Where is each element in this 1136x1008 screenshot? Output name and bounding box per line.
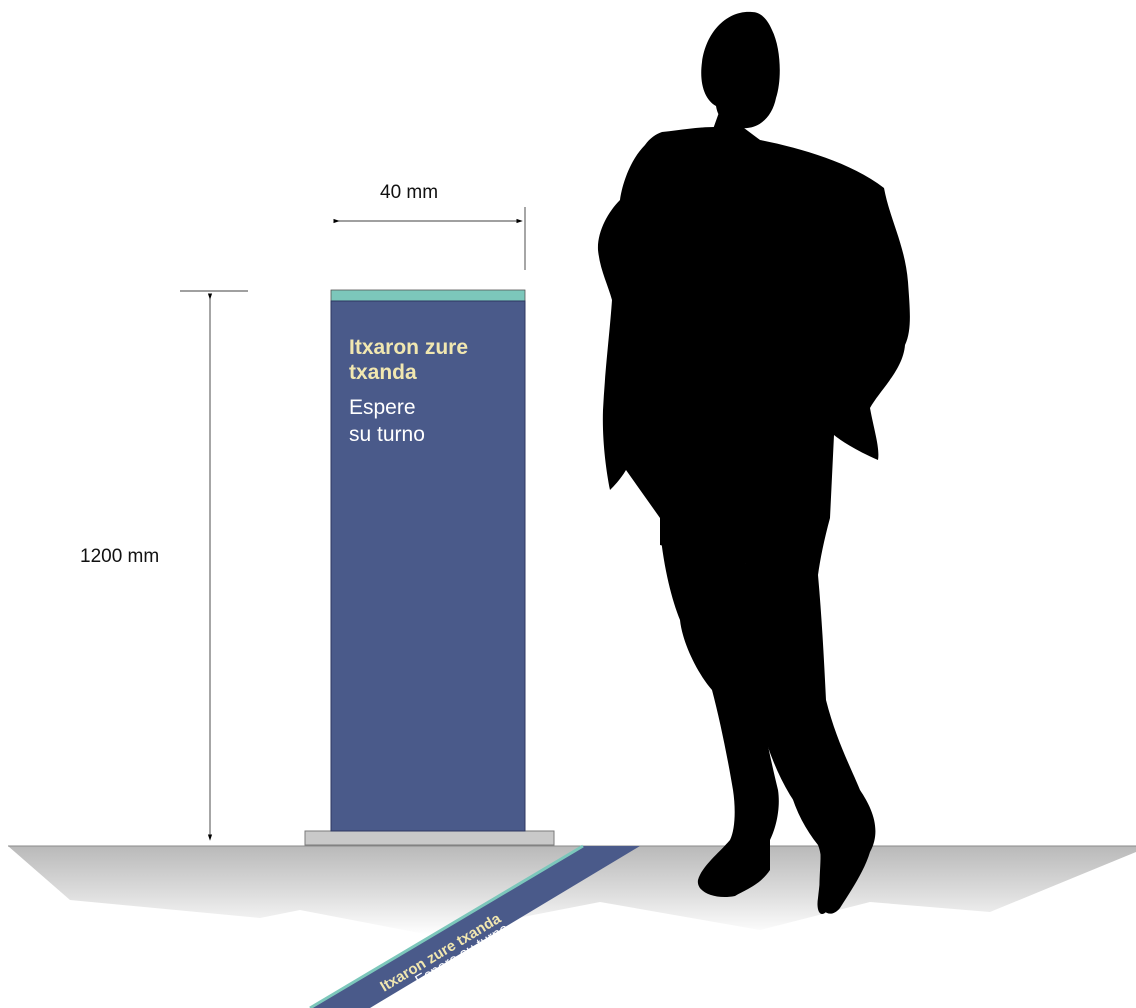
sign-top-strip [330,289,526,302]
height-label: 1200 mm [80,546,159,567]
sign-body [330,300,526,832]
width-label: 40 mm [380,182,438,203]
sign-title-line1: Itxaron zure [349,336,468,359]
sign-subtitle-line2: su turno [349,423,425,446]
height-dimension: 1200 mm [80,290,248,841]
person-silhouette-icon [597,11,910,915]
sign-subtitle-line1: Espere [349,396,416,419]
sign-title-line2: txanda [349,361,417,384]
sign-panel: Itxaron zure txanda Espere su turno [330,289,526,832]
width-dimension: 40 mm [333,182,526,270]
sign-base [304,830,555,846]
